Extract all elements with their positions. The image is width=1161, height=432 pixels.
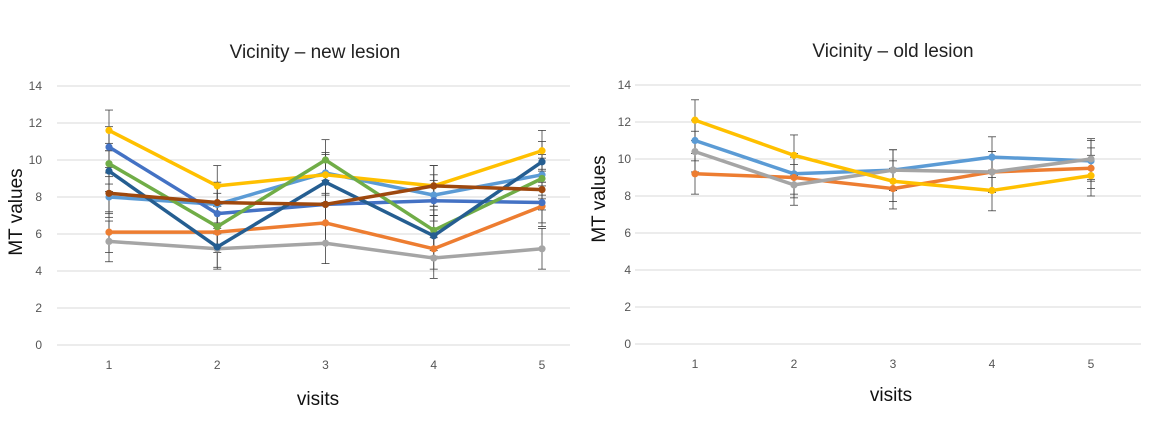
chart-old-lesion: Vicinity – old lesion MT values visits 0…	[580, 0, 1161, 432]
x-tick-label: 2	[791, 357, 798, 371]
data-point	[790, 173, 798, 182]
x-axis-label: visits	[297, 389, 339, 410]
y-tick-label: 10	[618, 152, 632, 166]
x-tick-label: 1	[692, 357, 699, 371]
y-tick-label: 2	[624, 300, 631, 314]
y-tick-label: 12	[29, 116, 43, 130]
data-point	[691, 170, 699, 178]
data-point	[213, 223, 221, 231]
data-point	[1087, 172, 1095, 180]
data-point	[213, 228, 221, 236]
y-tick-labels: 0 2 4 6 8 10 12 14	[29, 79, 43, 352]
data-point	[321, 200, 330, 208]
data-point	[988, 168, 996, 176]
data-point	[213, 243, 221, 251]
y-tick-label: 8	[35, 190, 42, 204]
x-tick-label: 2	[214, 358, 221, 372]
data-point	[430, 197, 438, 205]
y-tick-label: 4	[624, 263, 631, 277]
x-tick-labels: 1 2 3 4 5	[692, 357, 1095, 371]
data-point	[430, 245, 438, 253]
y-tick-label: 8	[624, 189, 631, 203]
data-point	[538, 147, 546, 155]
data-point	[213, 198, 221, 207]
data-point	[1087, 164, 1095, 172]
x-tick-label: 3	[322, 358, 329, 372]
x-axis-label: visits	[870, 385, 912, 406]
x-tick-label: 5	[539, 358, 546, 372]
data-point	[538, 174, 546, 183]
data-point	[790, 151, 798, 159]
data-point	[321, 219, 330, 227]
data-point	[889, 177, 897, 185]
y-tick-label: 4	[35, 264, 42, 278]
x-tick-label: 4	[430, 358, 437, 372]
data-point	[105, 228, 113, 236]
y-axis-label: MT values	[589, 155, 610, 242]
y-tick-label: 0	[624, 337, 631, 351]
data-point	[321, 171, 330, 179]
y-tick-labels: 0 2 4 6 8 10 12 14	[618, 78, 632, 351]
data-point	[430, 182, 438, 190]
data-point	[321, 156, 330, 164]
error-bars	[691, 99, 1095, 212]
data-point	[321, 239, 330, 247]
data-point	[430, 191, 438, 199]
chart-old-lesion-svg: Vicinity – old lesion MT values visits 0…	[589, 41, 1141, 406]
chart-new-lesion-svg: Vicinity – new lesion MT values visits 0…	[6, 42, 570, 410]
series-2	[105, 202, 546, 253]
gridlines	[57, 85, 570, 346]
data-point	[889, 166, 897, 174]
series-lines	[691, 116, 1095, 195]
data-point	[691, 116, 699, 124]
data-point	[988, 153, 996, 161]
y-tick-label: 6	[35, 227, 42, 241]
chart-title: Vicinity – new lesion	[230, 42, 401, 63]
data-point	[691, 148, 699, 156]
x-tick-label: 5	[1088, 357, 1095, 371]
data-point	[430, 226, 438, 234]
series-lines	[105, 126, 546, 262]
data-point	[213, 210, 221, 218]
data-point	[538, 158, 546, 166]
data-point	[430, 254, 438, 262]
y-axis-label: MT values	[6, 168, 27, 255]
data-point	[538, 186, 546, 194]
data-point	[105, 189, 113, 197]
data-point	[790, 181, 798, 189]
data-point	[105, 143, 113, 151]
y-tick-label: 6	[624, 226, 631, 240]
data-point	[1087, 155, 1095, 163]
data-point	[988, 186, 996, 195]
y-tick-label: 14	[618, 78, 632, 92]
y-tick-label: 12	[618, 115, 632, 129]
chart-new-lesion: Vicinity – new lesion MT values visits 0…	[0, 0, 580, 432]
series-4	[691, 116, 1095, 195]
x-tick-label: 3	[890, 357, 897, 371]
gridlines	[635, 84, 1141, 345]
data-point	[105, 126, 113, 134]
y-tick-label: 10	[29, 153, 43, 167]
data-point	[691, 136, 699, 145]
data-point	[105, 167, 113, 175]
data-point	[538, 198, 546, 207]
data-point	[538, 245, 546, 253]
x-tick-label: 1	[106, 358, 113, 372]
x-tick-label: 4	[989, 357, 996, 371]
data-point	[430, 232, 438, 240]
data-point	[105, 160, 113, 168]
y-tick-label: 2	[35, 301, 42, 315]
data-point	[213, 182, 221, 190]
series-3	[691, 148, 1095, 189]
y-tick-label: 0	[35, 338, 42, 352]
chart-title: Vicinity – old lesion	[812, 41, 973, 62]
data-point	[105, 237, 113, 245]
y-tick-label: 14	[29, 79, 43, 93]
series-8	[105, 182, 546, 208]
series-7	[105, 158, 546, 251]
data-point	[321, 178, 330, 186]
data-point	[889, 185, 897, 193]
x-tick-labels: 1 2 3 4 5	[106, 358, 546, 372]
